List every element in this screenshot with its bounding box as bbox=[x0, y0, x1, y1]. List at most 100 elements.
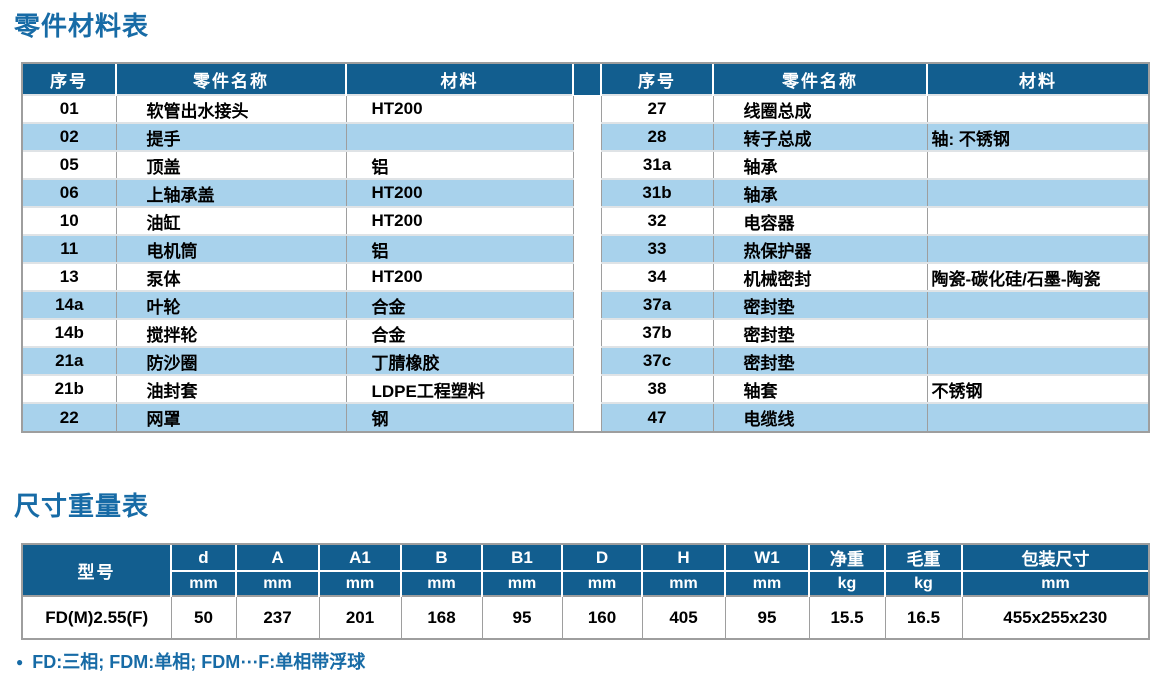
table-row: 13 泵体 HT200 34 机械密封 陶瓷-碳化硅/石墨-陶瓷 bbox=[23, 262, 1148, 291]
part-name-cell: 电容器 bbox=[712, 206, 927, 235]
parts-table-title: 零件材料表 bbox=[14, 11, 150, 41]
part-name-cell: 提手 bbox=[115, 122, 346, 151]
header-model: 型号 bbox=[23, 545, 172, 596]
header-b1: B1 bbox=[481, 545, 562, 572]
unit-cell: mm bbox=[170, 571, 236, 596]
gap-spacer-cell bbox=[572, 95, 602, 123]
header-h: H bbox=[641, 545, 725, 572]
part-name-cell: 轴承 bbox=[712, 150, 927, 179]
part-name-cell: 网罩 bbox=[115, 402, 346, 431]
part-material-cell bbox=[926, 206, 1148, 235]
header-a1: A1 bbox=[318, 545, 401, 572]
part-no-cell: 13 bbox=[23, 262, 116, 291]
header-dd: D bbox=[561, 545, 642, 572]
table-row: 05 顶盖 铝 31a 轴承 bbox=[23, 150, 1148, 179]
part-no-cell: 21a bbox=[23, 346, 116, 375]
part-material-cell bbox=[926, 150, 1148, 179]
part-no-cell: 28 bbox=[601, 122, 713, 151]
value-cell: 15.5 bbox=[808, 595, 885, 638]
part-material-cell: 丁腈橡胶 bbox=[345, 346, 573, 375]
part-material-cell: 钢 bbox=[345, 402, 573, 431]
header-w1: W1 bbox=[724, 545, 809, 572]
part-material-cell bbox=[926, 234, 1148, 263]
part-no-cell: 47 bbox=[601, 402, 713, 431]
part-name-cell: 转子总成 bbox=[712, 122, 927, 151]
value-cell: 168 bbox=[400, 595, 482, 638]
part-no-cell: 31a bbox=[601, 150, 713, 179]
gap-spacer-cell bbox=[572, 235, 602, 263]
part-name-cell: 顶盖 bbox=[115, 150, 346, 179]
gap-spacer-cell bbox=[572, 263, 602, 291]
header-package-size: 包装尺寸 bbox=[961, 545, 1148, 572]
model-legend-footnote: ● FD:三相; FDM:单相; FDM⋯F:单相带浮球 bbox=[16, 651, 365, 673]
part-material-cell bbox=[926, 318, 1148, 347]
part-material-cell: 不锈钢 bbox=[926, 374, 1148, 403]
part-name-cell: 油缸 bbox=[115, 206, 346, 235]
part-material-cell: 合金 bbox=[345, 290, 573, 319]
table-row: 06 上轴承盖 HT200 31b 轴承 bbox=[23, 178, 1148, 207]
dim-data-row: FD(M)2.55(F) 50 237 201 168 95 160 405 9… bbox=[23, 595, 1148, 638]
part-no-cell: 37c bbox=[601, 346, 713, 375]
part-material-cell: 轴: 不锈钢 bbox=[926, 122, 1148, 151]
part-material-cell bbox=[926, 402, 1148, 431]
parts-header-row: 序号 零件名称 材料 序号 零件名称 材料 bbox=[23, 64, 1148, 95]
table-row: 21a 防沙圈 丁腈橡胶 37c 密封垫 bbox=[23, 346, 1148, 375]
header-gross-weight: 毛重 bbox=[884, 545, 962, 572]
header-material-left: 材料 bbox=[345, 64, 573, 95]
unit-cell: mm bbox=[561, 571, 642, 596]
unit-cell: mm bbox=[724, 571, 809, 596]
part-name-cell: 轴承 bbox=[712, 178, 927, 207]
value-cell: 160 bbox=[561, 595, 642, 638]
gap-spacer-cell bbox=[572, 375, 602, 403]
gap-spacer-cell bbox=[572, 347, 602, 375]
gap-spacer-cell bbox=[572, 207, 602, 235]
part-name-cell: 上轴承盖 bbox=[115, 178, 346, 207]
part-name-cell: 搅拌轮 bbox=[115, 318, 346, 347]
part-material-cell bbox=[926, 290, 1148, 319]
part-no-cell: 32 bbox=[601, 206, 713, 235]
part-no-cell: 37a bbox=[601, 290, 713, 319]
part-material-cell: HT200 bbox=[345, 206, 573, 235]
value-cell: 455x255x230 bbox=[961, 595, 1148, 638]
header-material-right: 材料 bbox=[926, 64, 1148, 95]
dim-header-row-labels: 型号 d A A1 B B1 D H W1 净重 毛重 包装尺寸 bbox=[23, 545, 1148, 596]
dimensions-weight-table: 型号 d A A1 B B1 D H W1 净重 毛重 包装尺寸 mm mm m… bbox=[21, 543, 1150, 640]
part-name-cell: 叶轮 bbox=[115, 290, 346, 319]
part-name-cell: 电机筒 bbox=[115, 234, 346, 263]
part-material-cell: HT200 bbox=[345, 94, 573, 123]
gap-spacer-cell bbox=[572, 123, 602, 151]
value-cell: 237 bbox=[235, 595, 319, 638]
part-material-cell: LDPE工程塑料 bbox=[345, 374, 573, 403]
part-name-cell: 线圈总成 bbox=[712, 94, 927, 123]
unit-cell: mm bbox=[481, 571, 562, 596]
table-row: 02 提手 28 转子总成 轴: 不锈钢 bbox=[23, 122, 1148, 151]
header-d: d bbox=[170, 545, 236, 572]
header-gap-spacer bbox=[572, 64, 602, 95]
unit-cell: mm bbox=[318, 571, 401, 596]
table-row: 10 油缸 HT200 32 电容器 bbox=[23, 206, 1148, 235]
part-name-cell: 密封垫 bbox=[712, 290, 927, 319]
part-no-cell: 31b bbox=[601, 178, 713, 207]
part-material-cell bbox=[926, 346, 1148, 375]
value-cell: 405 bbox=[641, 595, 725, 638]
part-name-cell: 密封垫 bbox=[712, 346, 927, 375]
part-name-cell: 防沙圈 bbox=[115, 346, 346, 375]
part-material-cell: 合金 bbox=[345, 318, 573, 347]
model-cell: FD(M)2.55(F) bbox=[23, 595, 171, 638]
unit-cell: kg bbox=[884, 571, 962, 596]
part-name-cell: 电缆线 bbox=[712, 402, 927, 431]
table-row: 11 电机筒 铝 33 热保护器 bbox=[23, 234, 1148, 263]
table-row: 14a 叶轮 合金 37a 密封垫 bbox=[23, 290, 1148, 319]
part-no-cell: 10 bbox=[23, 206, 116, 235]
part-no-cell: 37b bbox=[601, 318, 713, 347]
part-material-cell: HT200 bbox=[345, 262, 573, 291]
unit-cell: mm bbox=[235, 571, 319, 596]
dimensions-table-title: 尺寸重量表 bbox=[14, 491, 150, 521]
part-no-cell: 14b bbox=[23, 318, 116, 347]
header-name-right: 零件名称 bbox=[712, 64, 927, 95]
part-no-cell: 21b bbox=[23, 374, 116, 403]
part-no-cell: 05 bbox=[23, 150, 116, 179]
part-material-cell bbox=[345, 122, 573, 151]
part-material-cell: HT200 bbox=[345, 178, 573, 207]
value-cell: 50 bbox=[170, 595, 236, 638]
